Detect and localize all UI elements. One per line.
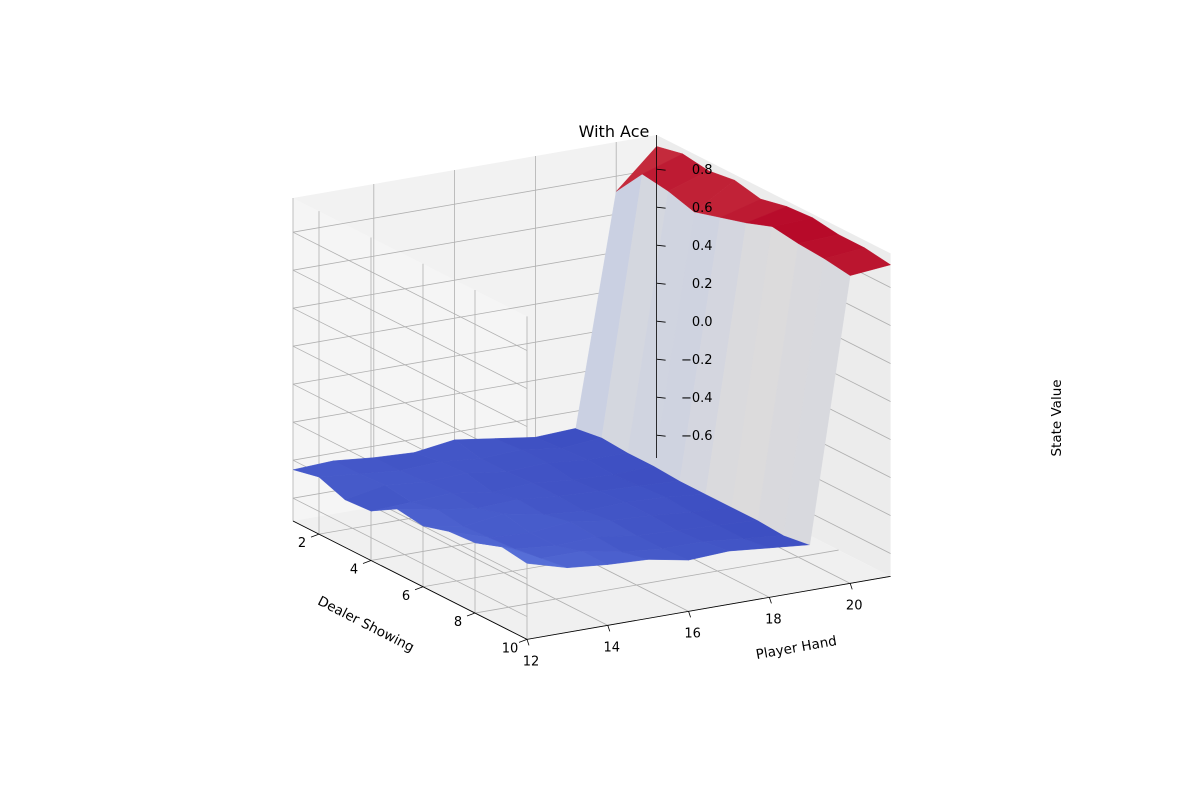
gridline-z: [292, 282, 657, 347]
z-tick-label: −0.6: [681, 429, 713, 444]
z-tick-label: 0.2: [692, 277, 713, 292]
z-axis-label: State Value: [1049, 379, 1065, 456]
gridline-x: [474, 549, 839, 614]
z-tick-mark: [656, 434, 666, 437]
y-tick-label: 14: [604, 640, 621, 655]
x-tick-mark: [310, 533, 320, 538]
x-tick-label: 4: [350, 563, 358, 578]
z-tick-mark: [656, 396, 666, 399]
gridline-z: [292, 269, 528, 389]
y-tick-label: 18: [765, 612, 782, 627]
z-tick-label: 0.0: [692, 315, 713, 330]
x-tick-mark: [414, 586, 424, 591]
y-tick-mark: [769, 597, 772, 604]
x-tick-label: 6: [402, 589, 410, 604]
surface-plot: [292, 146, 892, 569]
y-tick-label: 20: [846, 598, 863, 613]
gridline-y: [373, 506, 608, 626]
gridline-z: [292, 497, 528, 617]
y-tick-label: 16: [684, 626, 701, 641]
x-tick-mark: [362, 560, 372, 564]
z-tick-label: 0.6: [692, 201, 713, 216]
chart-title: With Ace: [579, 122, 650, 141]
z-tick-mark: [656, 320, 666, 323]
z-tick-mark: [656, 168, 666, 171]
y-tick-mark: [688, 611, 691, 618]
x-tick-label: 2: [298, 536, 306, 551]
gridline-z: [292, 168, 657, 233]
tick-labels: 2 4 6 8 10 12 14 16 18 20 −0.6 −0.4 −0.2 0.0 0.2 0.4 0.6…: [298, 163, 863, 669]
z-tick-mark: [656, 358, 666, 361]
y-tick-mark: [607, 625, 611, 632]
z-tick-mark: [656, 206, 666, 209]
x-tick-label: 10: [502, 641, 519, 656]
x-tick-mark: [518, 638, 528, 643]
surface-patch: [823, 247, 892, 276]
y-tick-mark: [849, 583, 853, 590]
gridline-z: [292, 231, 528, 351]
z-tick-label: −0.2: [681, 353, 713, 368]
axes: [292, 135, 891, 640]
x-axis-line: [292, 520, 528, 640]
z-tick-label: 0.8: [692, 163, 713, 178]
y-axis-line: [526, 575, 891, 640]
x-tick-label: 8: [454, 615, 462, 630]
y-axis-label: Player Hand: [755, 633, 838, 663]
x-tick-mark: [466, 612, 476, 617]
gridline-z: [292, 307, 528, 427]
z-tick-label: −0.4: [681, 391, 713, 406]
z-tick-mark: [656, 282, 666, 285]
z-tick-label: 0.4: [692, 239, 713, 254]
gridline-z: [292, 244, 657, 309]
gridline-z: [292, 206, 657, 271]
z-tick-mark: [656, 244, 666, 247]
y-tick-label: 12: [523, 654, 540, 669]
y-tick-mark: [526, 639, 530, 646]
